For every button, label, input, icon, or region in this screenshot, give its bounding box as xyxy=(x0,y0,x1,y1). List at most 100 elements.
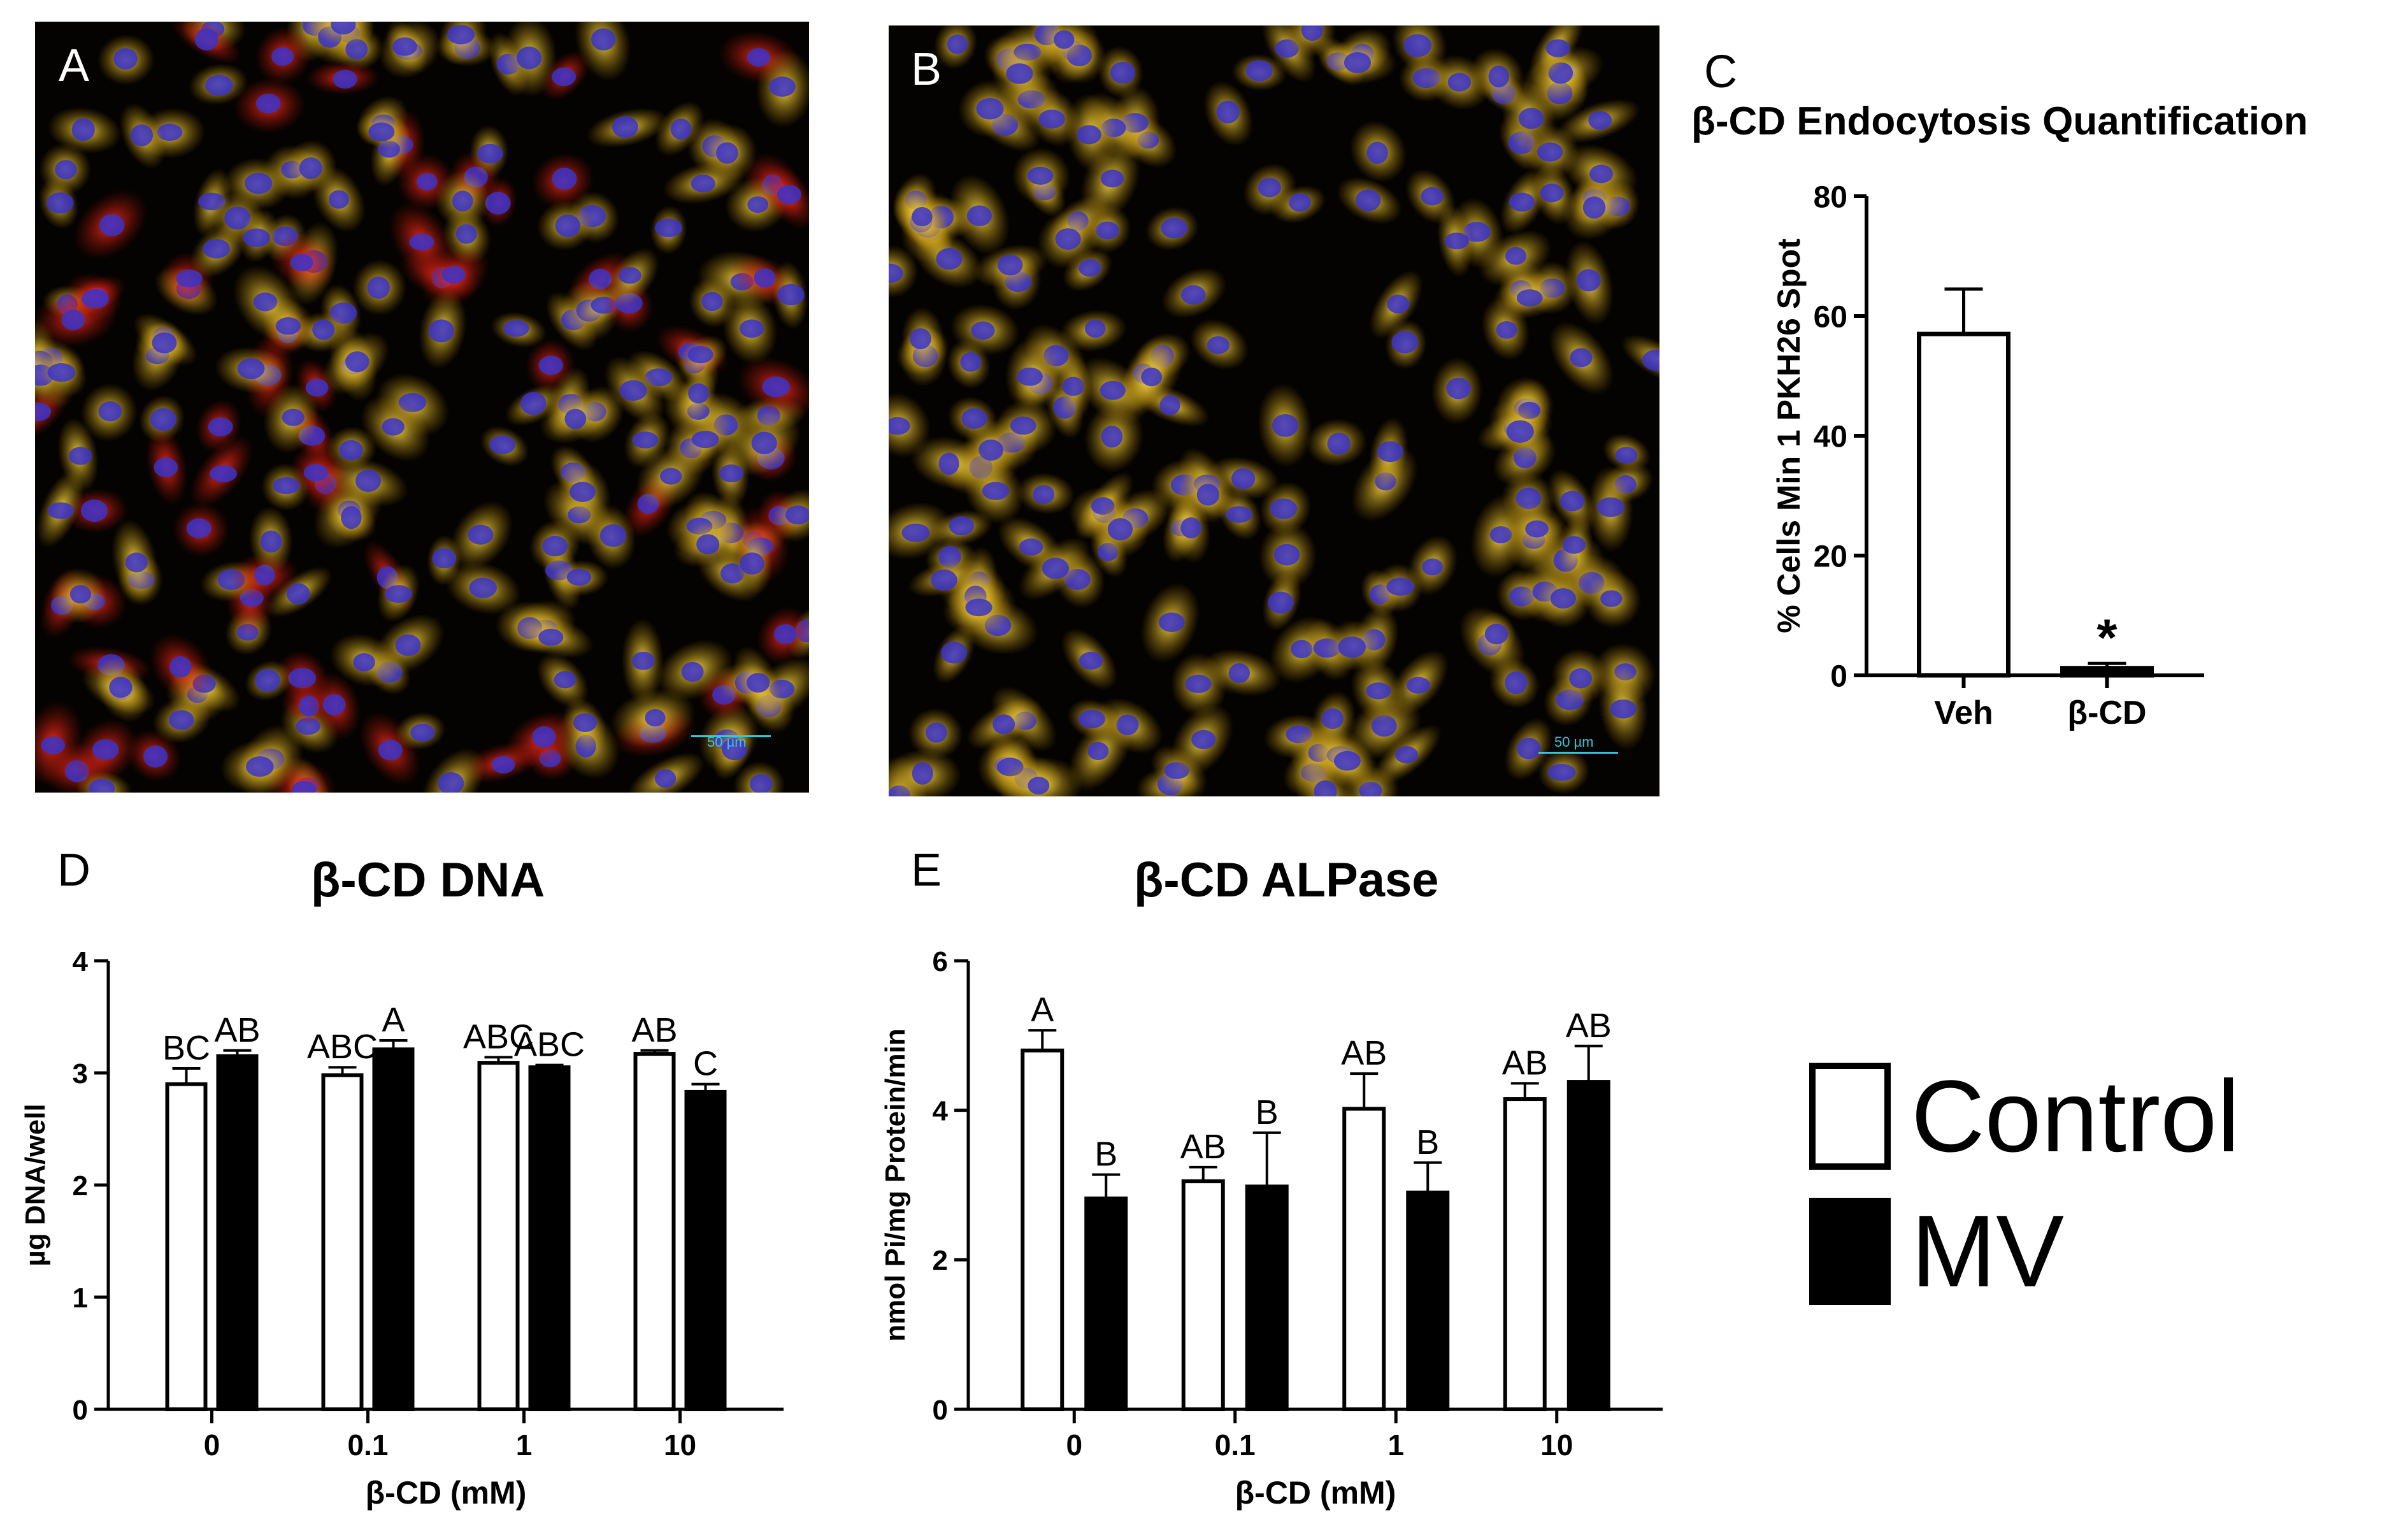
cell-nucleus xyxy=(774,624,797,644)
cell-nucleus xyxy=(432,548,457,569)
cell-nucleus xyxy=(1333,751,1361,771)
x-tick-label: 0 xyxy=(204,1428,220,1462)
cell-nucleus xyxy=(1496,321,1517,339)
cell-nucleus xyxy=(754,268,776,288)
bar xyxy=(321,1073,364,1411)
significance-label: ABC xyxy=(307,1028,378,1066)
cell-nucleus xyxy=(35,402,52,421)
cell-nucleus xyxy=(385,585,412,603)
y-tick-label: 40 xyxy=(1814,420,1847,454)
cell-nucleus xyxy=(1272,413,1299,437)
micrograph-b-cells xyxy=(889,25,1659,796)
cell-nucleus xyxy=(1576,269,1601,292)
y-tick-label: 6 xyxy=(933,946,948,977)
cell-nucleus xyxy=(1268,591,1294,614)
cell-nucleus xyxy=(477,143,503,164)
cell-nucleus xyxy=(47,502,75,519)
micrograph-a: 50 µm xyxy=(35,22,809,793)
cell-nucleus xyxy=(194,28,219,51)
cell-nucleus xyxy=(469,577,497,598)
cell-nucleus xyxy=(1101,426,1123,448)
cell-nucleus xyxy=(1391,331,1419,354)
cell-nucleus xyxy=(1589,164,1614,183)
cell-nucleus xyxy=(645,708,666,727)
cell-nucleus xyxy=(654,219,683,238)
y-axis-label: nmol Pi/mg Protein/min xyxy=(880,1028,911,1341)
y-tick-label: 4 xyxy=(933,1096,949,1127)
cell-nucleus xyxy=(777,284,805,306)
cell-nucleus xyxy=(910,328,931,350)
cell-nucleus xyxy=(542,535,568,557)
bar xyxy=(1566,1080,1610,1411)
cell-nucleus xyxy=(940,642,967,664)
scale-bar-b-label: 50 µm xyxy=(1554,734,1594,750)
cell-nucleus xyxy=(333,69,357,89)
cell-nucleus xyxy=(631,651,655,670)
cell-nucleus xyxy=(564,408,587,429)
cell-nucleus xyxy=(1344,52,1372,73)
cell-nucleus xyxy=(1017,367,1043,386)
cell-nucleus xyxy=(368,122,395,141)
cell-nucleus xyxy=(485,192,511,215)
cell-nucleus xyxy=(1642,349,1659,371)
cell-nucleus xyxy=(345,351,369,373)
cell-nucleus xyxy=(538,356,564,375)
cell-nucleus xyxy=(1356,189,1381,212)
cell-nucleus xyxy=(696,534,720,555)
bar xyxy=(684,1089,727,1411)
x-tick-label: β-CD xyxy=(2067,694,2146,731)
cell-nucleus xyxy=(1100,380,1126,400)
cell-nucleus xyxy=(299,157,322,180)
cell-nucleus xyxy=(186,518,211,538)
cell-nucleus xyxy=(716,142,738,164)
legend-swatch-mv xyxy=(1809,1198,1891,1305)
significance-label: B xyxy=(1256,1093,1279,1132)
x-tick-label: 10 xyxy=(664,1428,696,1462)
cell-nucleus xyxy=(739,319,764,338)
cell-nucleus xyxy=(392,37,417,56)
x-tick-label: 0.1 xyxy=(348,1428,389,1462)
cell-nucleus xyxy=(1191,729,1216,749)
cell-nucleus xyxy=(1403,34,1432,57)
bar xyxy=(1503,1097,1547,1411)
cell-nucleus xyxy=(154,457,178,477)
cell-nucleus xyxy=(566,568,592,586)
x-tick-label: 0.1 xyxy=(1215,1428,1256,1462)
significance-star: * xyxy=(2097,609,2118,667)
cell-nucleus xyxy=(1562,536,1586,554)
cell-nucleus xyxy=(1394,746,1418,764)
cell-nucleus xyxy=(670,119,692,140)
cell-nucleus xyxy=(1270,498,1298,519)
cell-nucleus xyxy=(455,224,477,244)
bar xyxy=(1342,1107,1386,1411)
significance-label: AB xyxy=(1180,1128,1226,1166)
y-tick-label: 2 xyxy=(73,1170,88,1202)
scale-bar-a xyxy=(691,735,771,737)
cell-nucleus xyxy=(255,94,281,113)
cell-nucleus xyxy=(619,380,647,401)
cell-nucleus xyxy=(99,214,125,236)
cell-nucleus xyxy=(1615,447,1638,464)
legend-label-control: Control xyxy=(1911,1059,2240,1173)
cell-nucleus xyxy=(570,482,596,502)
cell-nucleus xyxy=(410,723,435,742)
cell-nucleus xyxy=(312,319,335,340)
cell-nucleus xyxy=(1506,420,1534,443)
cell-nucleus xyxy=(1185,674,1212,693)
significance-label: ABC xyxy=(514,1026,585,1064)
chart-d-title: β-CD DNA xyxy=(311,853,545,907)
cell-nucleus xyxy=(1446,377,1471,399)
cell-nucleus xyxy=(552,168,577,190)
cell-nucleus xyxy=(1033,484,1055,505)
y-tick-label: 0 xyxy=(1830,659,1847,693)
cell-nucleus xyxy=(1406,677,1431,694)
cell-nucleus xyxy=(69,585,92,604)
cell-nucleus xyxy=(961,408,987,429)
cell-nucleus xyxy=(1516,738,1541,759)
cell-nucleus xyxy=(1327,433,1351,455)
cell-nucleus xyxy=(1110,61,1136,84)
cell-nucleus xyxy=(1085,319,1106,338)
cell-nucleus xyxy=(322,694,346,715)
cell-nucleus xyxy=(538,628,564,646)
micrograph-a-cells xyxy=(35,22,809,793)
